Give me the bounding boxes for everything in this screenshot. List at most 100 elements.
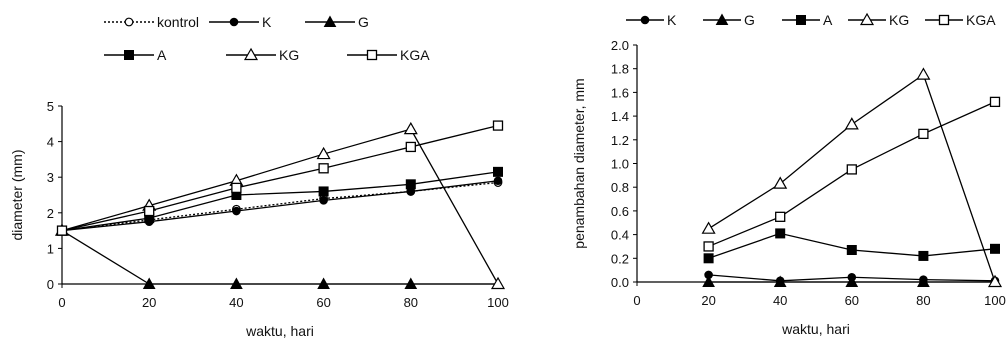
right-legend-label-k: K <box>667 12 677 28</box>
right-point-g <box>702 275 715 287</box>
right-point-kg <box>844 117 859 130</box>
left-point-kga <box>144 205 155 217</box>
right-y-tick-label: 1.0 <box>611 157 629 172</box>
left-point-kg <box>316 146 331 160</box>
right-y-tick-label: 0.8 <box>611 180 629 195</box>
left-legend-marker-a <box>124 50 134 60</box>
left-point-g <box>317 277 330 289</box>
right-legend-marker-kga <box>938 14 950 26</box>
left-y-tick-label: 1 <box>47 241 54 256</box>
left-point-a <box>318 186 329 197</box>
right-point-g <box>773 275 787 287</box>
right-x-tick-label: 60 <box>845 293 859 308</box>
right-x-tick-label: 20 <box>701 293 715 308</box>
right-legend-marker-kg <box>859 12 875 26</box>
right-legend-label-kg: KG <box>889 12 909 28</box>
right-y-tick-label: 0.0 <box>611 275 629 290</box>
right-x-axis-title: waktu, hari <box>781 321 850 337</box>
right-point-a <box>775 228 786 239</box>
left-legend-label-kg: KG <box>279 47 299 63</box>
left-legend-marker-g <box>323 15 337 27</box>
left-x-tick-label: 20 <box>142 295 156 310</box>
right-y-tick-label: 1.6 <box>611 85 629 100</box>
right-point-kga <box>703 241 714 252</box>
right-legend-marker-a <box>796 15 806 25</box>
right-x-tick-label: 0 <box>633 293 640 308</box>
right-point-a <box>703 253 714 264</box>
right-legend-marker-g <box>715 13 729 25</box>
left-legend-marker-kg <box>243 47 259 61</box>
right-point-kg <box>916 67 931 80</box>
left-point-kga <box>231 182 242 194</box>
right-y-tick-label: 1.2 <box>611 133 629 148</box>
right-point-a <box>846 245 857 256</box>
left-series-line-kg <box>61 128 499 285</box>
left-point-kg <box>490 276 506 290</box>
right-y-tick-label: 1.4 <box>611 109 629 124</box>
right-point-kg <box>701 221 716 234</box>
right-legend-label-kga: KGA <box>966 12 996 28</box>
right-point-a <box>918 250 929 261</box>
chart-diameter: 0 20 40 60 80 100 0 1 2 3 4 5 waktu, hari diameter (m… <box>9 14 509 339</box>
left-series-line-a <box>61 171 499 232</box>
left-point-a <box>405 179 416 190</box>
left-x-tick-label: 60 <box>316 295 330 310</box>
left-point-kg <box>403 121 418 135</box>
right-point-a <box>990 243 1000 254</box>
left-legend-label-kontrol: kontrol <box>157 14 199 30</box>
left-point-a <box>493 166 503 177</box>
right-point-kg <box>773 176 788 189</box>
left-point-k <box>493 176 503 186</box>
left-x-tick-label: 80 <box>404 295 418 310</box>
left-legend-marker-k <box>229 17 239 27</box>
left-legend-marker-kontrol <box>124 17 134 27</box>
left-series-line-g <box>61 230 498 285</box>
right-point-kga <box>989 96 1001 108</box>
left-point-g <box>142 277 156 289</box>
right-legend-label-a: A <box>823 12 833 28</box>
left-point-kga <box>405 141 416 153</box>
left-legend-label-k: K <box>262 14 272 30</box>
left-point-k <box>232 206 241 216</box>
left-legend-label-g: G <box>358 14 369 30</box>
left-legend-marker-kga <box>366 49 378 61</box>
left-point-kga <box>492 120 504 131</box>
right-x-tick-label: 40 <box>773 293 787 308</box>
right-x-tick-label: 100 <box>984 293 1006 308</box>
left-legend-label-kga: KGA <box>400 47 430 63</box>
left-point-kga <box>56 225 68 236</box>
left-y-tick-label: 0 <box>47 277 54 292</box>
right-y-tick-label: 0.2 <box>611 251 629 266</box>
right-legend-marker-k <box>640 15 650 25</box>
right-point-kg <box>987 274 1003 288</box>
left-y-tick-label: 4 <box>47 135 54 150</box>
right-point-g <box>917 275 930 287</box>
left-series-line-k <box>61 180 499 232</box>
left-y-axis-title: diameter (mm) <box>9 149 25 240</box>
right-y-tick-label: 0.4 <box>611 228 629 243</box>
left-series-line-kga <box>61 124 499 232</box>
right-y-tick-label: 1.8 <box>611 62 629 77</box>
left-x-tick-label: 100 <box>487 295 509 310</box>
right-y-tick-label: 2.0 <box>611 38 629 53</box>
left-x-tick-label: 0 <box>58 295 65 310</box>
left-y-tick-label: 5 <box>47 99 54 114</box>
left-point-g <box>230 277 243 289</box>
right-point-kga <box>918 128 929 140</box>
left-legend-label-a: A <box>157 47 167 63</box>
right-x-tick-label: 80 <box>916 293 930 308</box>
right-y-axis-title: penambahan diameter, mm <box>571 78 587 248</box>
left-point-kga <box>318 163 329 174</box>
right-y-tick-label: 0.6 <box>611 204 629 219</box>
left-x-axis-title: waktu, hari <box>245 323 314 339</box>
chart-diameter-increase: 0 20 40 60 80 100 0.0 0.2 0.4 0.6 0.8 1.0 1.2 1.4 1.6 1… <box>571 12 1006 337</box>
left-point-k <box>319 196 328 205</box>
right-point-kga <box>775 211 786 222</box>
left-y-tick-label: 3 <box>47 170 54 185</box>
left-x-tick-label: 40 <box>229 295 243 310</box>
right-point-kga <box>846 164 857 175</box>
right-point-g <box>845 275 859 287</box>
left-y-tick-label: 2 <box>47 206 54 221</box>
right-legend-label-g: G <box>744 12 755 28</box>
